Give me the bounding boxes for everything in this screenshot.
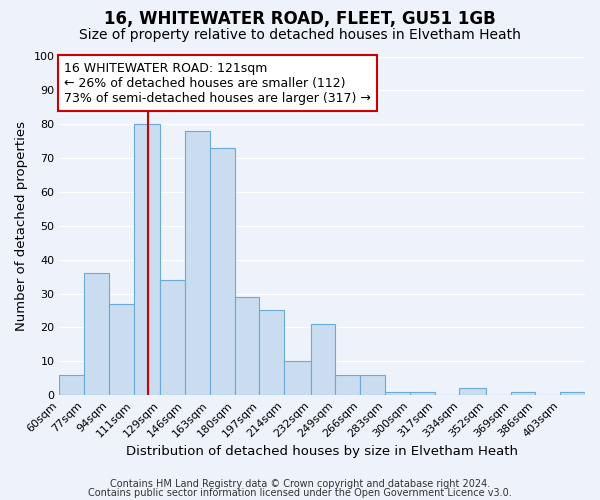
X-axis label: Distribution of detached houses by size in Elvetham Heath: Distribution of detached houses by size … [126,444,518,458]
Bar [160,280,185,395]
Bar [410,392,434,395]
Bar [59,375,84,395]
Bar [385,392,410,395]
Text: Contains HM Land Registry data © Crown copyright and database right 2024.: Contains HM Land Registry data © Crown c… [110,479,490,489]
Bar [284,361,311,395]
Bar [84,273,109,395]
Bar [311,324,335,395]
Bar [185,131,210,395]
Bar [360,375,385,395]
Bar [560,392,585,395]
Text: 16, WHITEWATER ROAD, FLEET, GU51 1GB: 16, WHITEWATER ROAD, FLEET, GU51 1GB [104,10,496,28]
Bar [109,304,134,395]
Bar [335,375,360,395]
Bar [235,297,259,395]
Y-axis label: Number of detached properties: Number of detached properties [15,121,28,331]
Bar [511,392,535,395]
Bar [210,148,235,395]
Bar [134,124,160,395]
Text: Contains public sector information licensed under the Open Government Licence v3: Contains public sector information licen… [88,488,512,498]
Text: Size of property relative to detached houses in Elvetham Heath: Size of property relative to detached ho… [79,28,521,42]
Bar [259,310,284,395]
Bar [460,388,486,395]
Text: 16 WHITEWATER ROAD: 121sqm
← 26% of detached houses are smaller (112)
73% of sem: 16 WHITEWATER ROAD: 121sqm ← 26% of deta… [64,62,371,104]
